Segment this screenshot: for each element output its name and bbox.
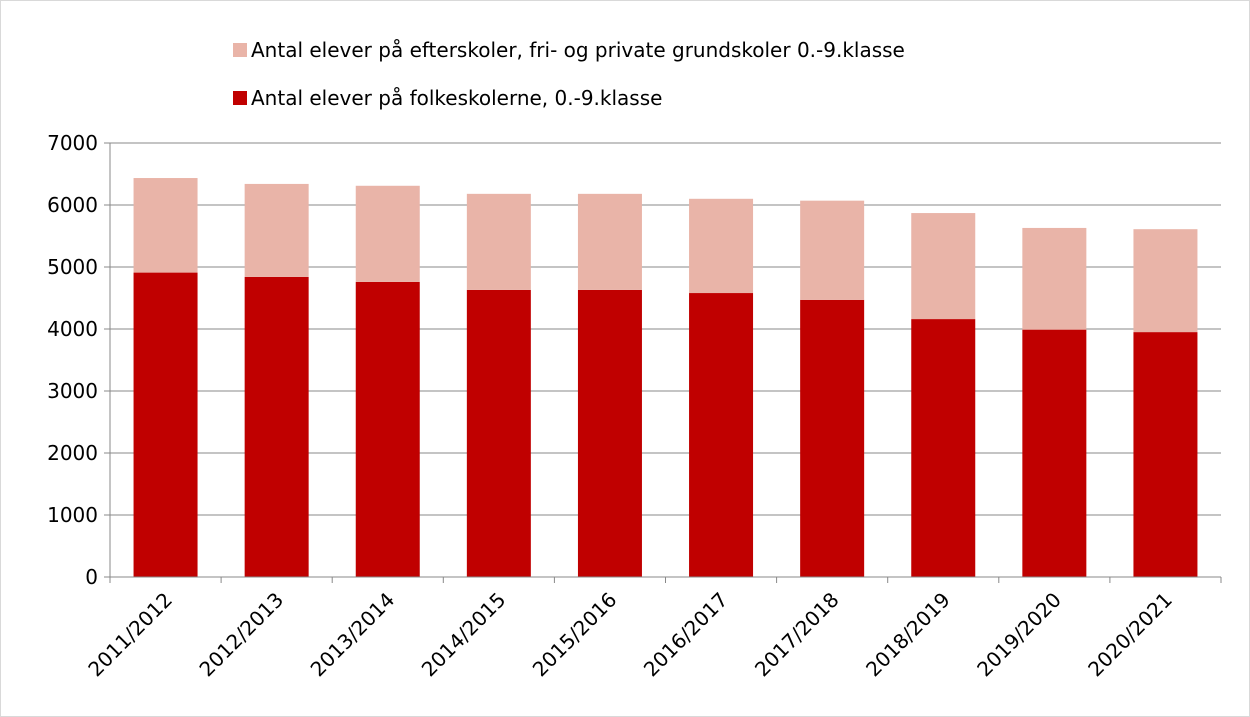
y-tick-label: 3000 [47, 379, 98, 403]
bar-segment [355, 185, 420, 282]
bar-segment [911, 319, 976, 577]
bar-segment [466, 289, 531, 577]
bar-segment [355, 281, 420, 577]
y-tick-label: 0 [85, 565, 98, 589]
legend-swatch [233, 91, 247, 105]
legend-swatch [233, 43, 247, 57]
bar-segment [577, 193, 642, 290]
y-tick-label: 5000 [47, 255, 98, 279]
bar-segment [1022, 227, 1087, 330]
y-tick-label: 2000 [47, 441, 98, 465]
bar-segment [244, 183, 309, 277]
bar-segment [800, 299, 865, 577]
bar-segment [689, 293, 754, 577]
bar-segment [1133, 229, 1198, 333]
bar-segment [133, 178, 198, 273]
y-tick-label: 7000 [47, 131, 98, 155]
bar-segment [1133, 332, 1198, 577]
bar-segment [577, 289, 642, 577]
y-tick-label: 1000 [47, 503, 98, 527]
y-tick-label: 4000 [47, 317, 98, 341]
bar-segment [689, 198, 754, 294]
bar-segment [1022, 329, 1087, 577]
bar-segment [911, 213, 976, 320]
bar-segment [800, 200, 865, 300]
y-tick-label: 6000 [47, 193, 98, 217]
bar-segment [133, 272, 198, 577]
legend-label: Antal elever på efterskoler, fri- og pri… [251, 38, 905, 62]
bar-segment [244, 276, 309, 577]
bar-segment [466, 193, 531, 290]
legend-label: Antal elever på folkeskolerne, 0.-9.klas… [251, 86, 662, 110]
